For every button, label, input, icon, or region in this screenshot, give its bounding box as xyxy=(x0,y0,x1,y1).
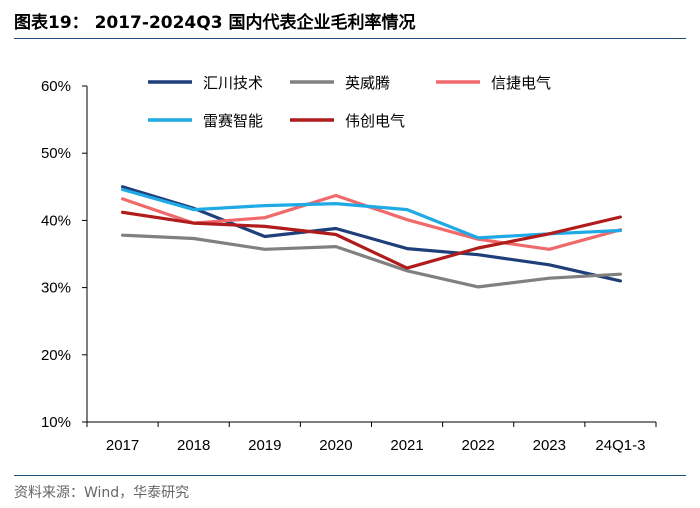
y-tick-label: 40% xyxy=(41,212,71,229)
series-line xyxy=(120,187,623,240)
x-tick-label: 2019 xyxy=(248,437,281,454)
y-tick-label: 30% xyxy=(41,280,71,297)
legend-label: 汇川技术 xyxy=(203,74,263,92)
y-tick-label: 50% xyxy=(41,145,71,162)
title-divider xyxy=(14,38,686,39)
legend-label: 雷赛智能 xyxy=(203,112,263,130)
x-tick-label: 2018 xyxy=(177,437,210,454)
y-tick-label: 20% xyxy=(41,347,71,364)
series-line xyxy=(120,185,623,283)
legend-label: 信捷电气 xyxy=(491,74,551,92)
x-tick-label: 2021 xyxy=(390,437,423,454)
series-line xyxy=(120,210,623,270)
x-tick-label: 2017 xyxy=(106,437,139,454)
x-tick-label: 2023 xyxy=(533,437,566,454)
legend-label: 英威腾 xyxy=(345,74,390,92)
source-note: 资料来源：Wind，华泰研究 xyxy=(14,485,190,501)
x-tick-label: 24Q1-3 xyxy=(595,437,645,454)
x-tick-label: 2022 xyxy=(462,437,495,454)
x-tick-label: 2020 xyxy=(319,437,352,454)
legend-label: 伟创电气 xyxy=(345,112,405,130)
source-divider xyxy=(14,475,686,476)
y-tick-label: 60% xyxy=(41,78,71,95)
series-line xyxy=(120,233,623,289)
y-tick-label: 10% xyxy=(41,414,71,431)
chart-title: 图表19： 2017-2024Q3 国内代表企业毛利率情况 xyxy=(14,13,416,33)
